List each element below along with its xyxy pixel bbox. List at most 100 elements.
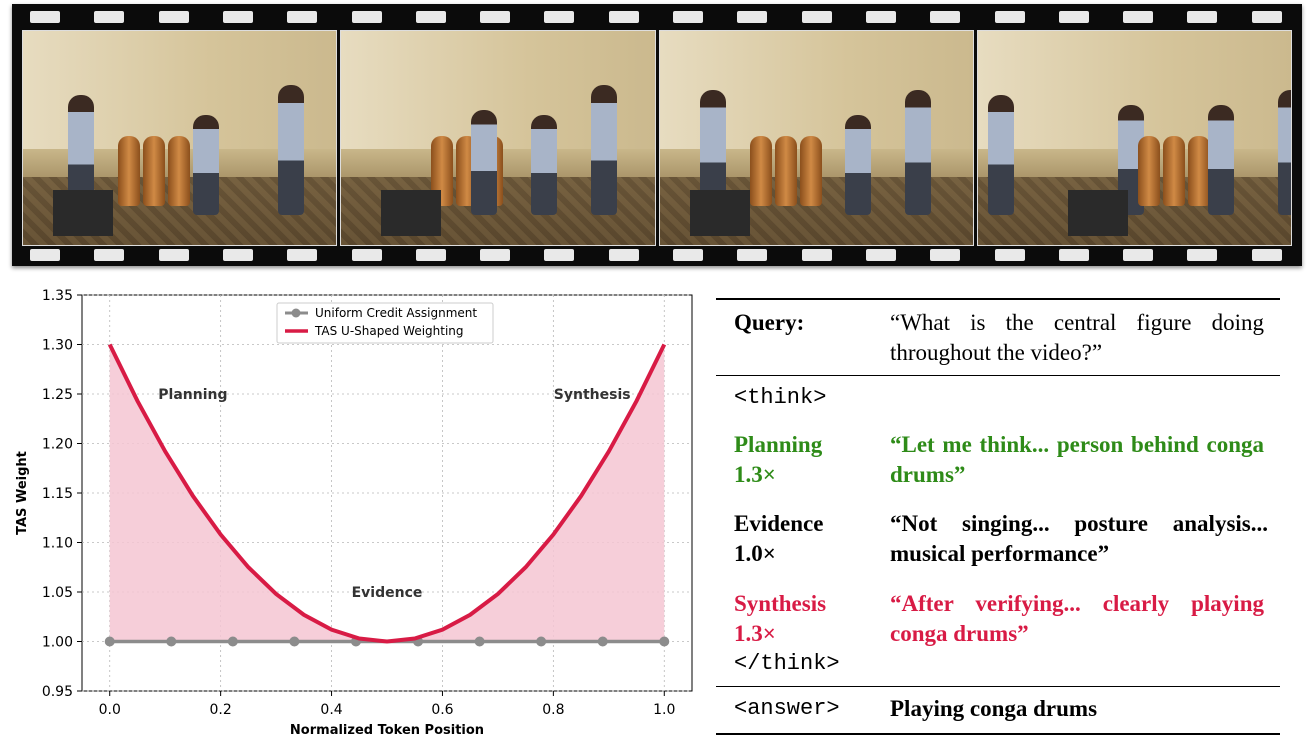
- sprocket-hole: [994, 11, 1025, 23]
- evidence-text: “Not singing... posture analysis... musi…: [890, 511, 1268, 566]
- video-frame-3: [658, 30, 974, 246]
- video-frame-2: [340, 30, 656, 246]
- sprocket-hole: [30, 11, 60, 23]
- sprocket-hole: [1187, 11, 1218, 23]
- synthesis-weight: 1.3×: [734, 621, 776, 646]
- sprocket-hole: [1058, 11, 1089, 23]
- sprocket-hole: [1058, 249, 1089, 261]
- query-label: Query:: [734, 310, 805, 335]
- annotation-synthesis: Synthesis: [554, 387, 631, 403]
- y-tick-label: 1.30: [42, 338, 73, 354]
- sprocket-hole: [801, 249, 832, 261]
- y-tick-label: 1.20: [42, 437, 73, 453]
- top-rule: [716, 298, 1280, 300]
- sprocket-hole: [30, 249, 60, 261]
- video-frames: [22, 30, 1292, 246]
- x-tick-label: 0.6: [431, 702, 453, 718]
- y-tick-label: 1.25: [42, 387, 73, 403]
- sprocket-hole: [608, 11, 639, 23]
- legend: Uniform Credit Assignment TAS U-Shaped W…: [276, 302, 494, 344]
- y-axis-label: TAS Weight: [15, 451, 30, 535]
- y-tick-label: 1.05: [42, 585, 73, 601]
- sprocket-hole: [158, 11, 189, 23]
- sprocket-hole: [1123, 249, 1154, 261]
- sprocket-hole: [351, 249, 382, 261]
- sprocket-hole: [351, 11, 382, 23]
- video-frame-1: [22, 30, 338, 246]
- sprocket-hole: [865, 11, 896, 23]
- video-frame-4: [976, 30, 1292, 246]
- sprocket-hole: [737, 11, 768, 23]
- tas-weight-chart: 0.0 0.2 0.4 0.6 0.8 1.0 0.95 1.00 1.05 1.10 1.15 1…: [15, 288, 693, 738]
- y-tick-label: 1.15: [42, 486, 73, 502]
- legend-uniform-marker: [291, 308, 301, 318]
- answer-text: Playing conga drums: [890, 696, 1098, 721]
- video-filmstrip: [12, 4, 1302, 266]
- y-tick-label: 1.00: [42, 635, 73, 651]
- sprocket-hole: [801, 11, 832, 23]
- answer-rule: [716, 686, 1280, 687]
- annotation-evidence: Evidence: [352, 585, 423, 601]
- annotation-planning: Planning: [158, 387, 227, 403]
- sprocket-hole: [737, 249, 768, 261]
- x-tick-label: 0.8: [542, 702, 564, 718]
- bottom-rule: [716, 733, 1280, 735]
- y-axis-ticks: 0.95 1.00 1.05 1.10 1.15 1.20 1.25 1.30 1.35: [42, 288, 82, 700]
- think-open-tag: <think>: [734, 385, 827, 410]
- uniform-point: [104, 636, 115, 647]
- sprocket-hole: [1251, 11, 1282, 23]
- sprocket-hole: [544, 11, 575, 23]
- query-rule: [716, 375, 1280, 376]
- sprocket-hole: [415, 11, 446, 23]
- sprocket-hole: [480, 11, 511, 23]
- sprocket-hole: [222, 249, 253, 261]
- x-axis-label: Normalized Token Position: [290, 723, 484, 738]
- sprocket-holes-top: [12, 4, 1302, 28]
- evidence-label: Evidence: [734, 511, 824, 536]
- uniform-credit-markers: [104, 636, 670, 647]
- evidence-weight: 1.0×: [734, 541, 776, 566]
- sprocket-hole: [480, 249, 511, 261]
- planning-text: “Let me think... person behind conga dru…: [890, 432, 1264, 487]
- reasoning-panel: Query: “What is the central figure doing…: [716, 296, 1280, 736]
- sprocket-hole: [994, 249, 1025, 261]
- uniform-point: [289, 636, 300, 647]
- sprocket-holes-bottom: [12, 242, 1302, 266]
- planning-weight: 1.3×: [734, 462, 776, 487]
- sprocket-hole: [865, 249, 896, 261]
- uniform-point: [597, 636, 608, 647]
- query-text: “What is the central figure doing throug…: [890, 310, 1264, 365]
- synthesis-label: Synthesis: [734, 591, 827, 616]
- sprocket-hole: [930, 249, 961, 261]
- x-axis-ticks: 0.0 0.2 0.4 0.6 0.8 1.0: [99, 691, 675, 718]
- sprocket-hole: [544, 249, 575, 261]
- sprocket-hole: [222, 11, 253, 23]
- legend-tas-label: TAS U-Shaped Weighting: [314, 324, 464, 338]
- legend-uniform-label: Uniform Credit Assignment: [315, 306, 477, 320]
- y-tick-label: 1.10: [42, 536, 73, 552]
- sprocket-hole: [1251, 249, 1282, 261]
- sprocket-hole: [415, 249, 446, 261]
- sprocket-hole: [673, 11, 703, 23]
- sprocket-hole: [287, 11, 318, 23]
- answer-tag: <answer>: [734, 696, 840, 721]
- uniform-point: [536, 636, 547, 647]
- uniform-point: [474, 636, 485, 647]
- x-tick-label: 0.2: [210, 702, 232, 718]
- phase-annotations: Planning Evidence Synthesis: [158, 387, 630, 601]
- sprocket-hole: [287, 249, 318, 261]
- uniform-point: [166, 636, 177, 647]
- sprocket-hole: [930, 11, 961, 23]
- planning-label: Planning: [734, 432, 823, 457]
- uniform-point: [227, 636, 238, 647]
- y-tick-label: 0.95: [42, 684, 73, 700]
- sprocket-hole: [94, 11, 125, 23]
- sprocket-hole: [673, 249, 703, 261]
- tas-u-curve: [107, 343, 667, 644]
- sprocket-hole: [1187, 249, 1218, 261]
- uniform-point: [659, 636, 670, 647]
- sprocket-hole: [1123, 11, 1154, 23]
- x-tick-label: 0.4: [320, 702, 342, 718]
- sprocket-hole: [158, 249, 189, 261]
- think-close-tag: </think>: [734, 651, 840, 676]
